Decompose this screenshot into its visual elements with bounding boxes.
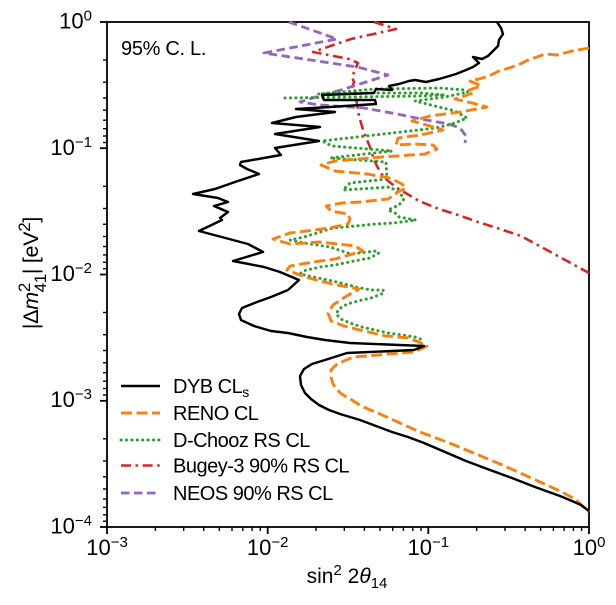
svg-text:DYB CLs: DYB CLs (173, 376, 249, 400)
svg-text:sin2 2θ14: sin2 2θ14 (307, 562, 388, 592)
svg-text:95% C. L.: 95% C. L. (121, 38, 206, 60)
svg-text:RENO CL: RENO CL (173, 403, 259, 425)
svg-text:NEOS 90% RS CL: NEOS 90% RS CL (173, 483, 333, 505)
svg-text:D-Chooz RS CL: D-Chooz RS CL (173, 430, 310, 452)
svg-text:Bugey-3 90% RS CL: Bugey-3 90% RS CL (173, 456, 349, 478)
